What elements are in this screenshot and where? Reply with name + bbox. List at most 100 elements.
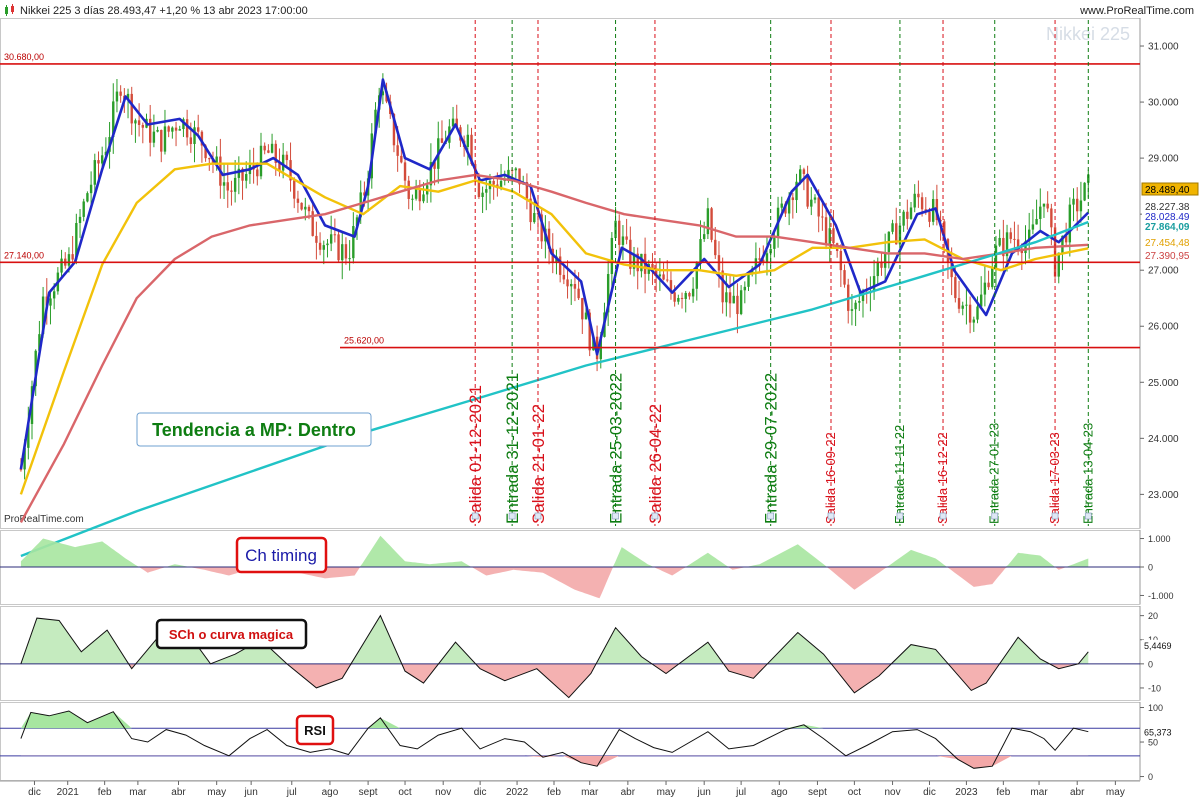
candle-body (998, 237, 1001, 246)
candle-body (570, 283, 573, 287)
candle-body (540, 214, 543, 242)
candle-body (1009, 232, 1012, 239)
candle-body (714, 239, 717, 256)
trend-annotation-box (136, 412, 372, 447)
candle-body (71, 254, 74, 260)
x-tick-label: sept (359, 787, 378, 798)
candle-body (97, 160, 100, 164)
candle-body (1013, 238, 1016, 240)
candle-body (547, 228, 551, 249)
price-tag: 27.864,09 (1145, 222, 1190, 233)
signal-marker-icon (767, 512, 775, 520)
candle-body (906, 211, 909, 219)
level-label: 27.140,00 (4, 250, 44, 260)
x-tick-label: feb (996, 787, 1010, 798)
x-tick-label: abr (621, 787, 636, 798)
candle-body (1076, 198, 1079, 212)
candle-body (41, 296, 45, 335)
candle-body (75, 223, 78, 260)
candle-body (507, 169, 510, 179)
y-tick-label: 1.000 (1148, 534, 1171, 544)
price-tag-bg (1141, 182, 1199, 196)
candle-body (1046, 203, 1049, 209)
candle-body (67, 254, 71, 266)
candle-body (957, 298, 961, 309)
candle-body (481, 192, 484, 197)
candle-body (1087, 174, 1090, 183)
candle-body (584, 312, 588, 320)
candle-body (189, 137, 193, 145)
candle-body (363, 192, 366, 196)
candle-body (1024, 241, 1027, 254)
x-tick-label: jul (735, 787, 746, 798)
candle-body (466, 134, 470, 147)
candle-body (618, 220, 621, 245)
candle-body (994, 245, 998, 269)
candle-body (802, 169, 806, 174)
candle-body (902, 211, 905, 226)
x-tick-label: feb (98, 787, 112, 798)
x-tick-label: ago (771, 787, 788, 798)
candle-body (315, 235, 318, 243)
candle-body (610, 237, 614, 275)
candle-body (839, 250, 843, 271)
price-tag: 28.489,40 (1145, 185, 1190, 196)
site-brand[interactable]: www.ProRealTime.com (1080, 5, 1194, 17)
x-tick-label: abr (1070, 787, 1085, 798)
candle-body (762, 259, 765, 263)
candle-body (654, 268, 658, 277)
candle-body (285, 154, 289, 161)
candle-body (304, 206, 307, 210)
candle-body (629, 239, 632, 269)
x-tick-label: ago (322, 787, 339, 798)
candle-body (100, 155, 104, 164)
candle-body (23, 447, 26, 470)
candle-body (721, 270, 724, 303)
candle-body (961, 305, 964, 309)
signal-label: Entrada 29-07-2022 (762, 373, 781, 524)
candle-body (60, 258, 63, 273)
signal-marker-icon (991, 512, 999, 520)
signal-label: Salida 16-09-22 (823, 432, 838, 524)
candle-body (348, 258, 351, 260)
candle-body (352, 226, 355, 259)
sch-last-value: 5,4469 (1144, 641, 1172, 651)
candle-body (858, 301, 861, 303)
candle-body (86, 193, 89, 202)
signal-marker-icon (612, 512, 619, 520)
signal-marker-icon (471, 512, 479, 520)
x-tick-label: dic (28, 787, 41, 798)
candle-body (52, 291, 56, 299)
candle-body (307, 206, 311, 212)
y-tick-label: 20 (1148, 611, 1158, 621)
y-tick-label: 0 (1148, 659, 1153, 669)
candle-body (208, 158, 211, 160)
candle-body (400, 155, 403, 163)
chart-header: Nikkei 225 3 días 28.493,47 +1,20 % 13 a… (0, 0, 1200, 22)
candle-body (987, 282, 990, 288)
candle-body (1039, 206, 1042, 219)
price-tag-bg (1142, 249, 1198, 261)
moving-average-line-0 (19, 78, 1090, 470)
signal-label: Salida 26-04-22 (646, 404, 665, 524)
candle-body (983, 282, 987, 295)
candle-body (824, 217, 828, 244)
candle-body (337, 234, 340, 261)
candle-body (891, 223, 894, 232)
moving-average-line-2 (19, 173, 1089, 523)
candle-body (112, 101, 115, 138)
candle-body (673, 292, 676, 302)
candle-body (167, 126, 170, 132)
candle-body (1057, 252, 1060, 277)
signal-label: Entrada 13-04-23 (1080, 423, 1095, 524)
candle-body (1068, 204, 1072, 243)
candle-body (817, 197, 820, 217)
level-label: 25.620,00 (344, 336, 384, 346)
candle-body (861, 292, 865, 302)
candle-body (163, 126, 167, 152)
candle-body (270, 143, 274, 153)
x-tick-label: oct (398, 787, 412, 798)
chart-title: Nikkei 225 3 días 28.493,47 +1,20 % 13 a… (20, 5, 308, 17)
signal-label: Entrada 25-03-2022 (607, 373, 626, 524)
